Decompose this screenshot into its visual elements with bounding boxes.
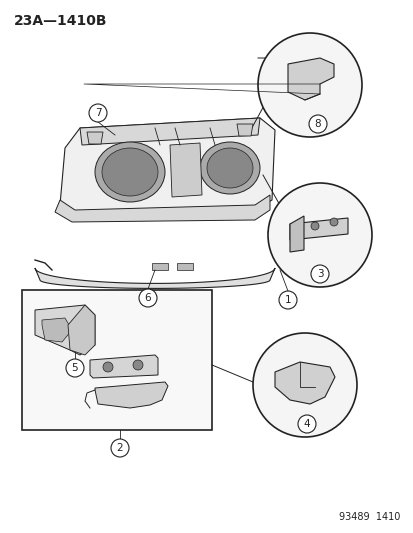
Polygon shape [289,216,303,252]
Text: 2: 2 [116,443,123,453]
Polygon shape [42,318,72,342]
Circle shape [252,333,356,437]
Polygon shape [274,362,334,404]
Circle shape [139,289,157,307]
Bar [152,263,168,270]
Circle shape [133,360,142,370]
Circle shape [111,439,129,457]
Circle shape [310,222,318,230]
Text: 1: 1 [284,295,291,305]
Polygon shape [68,305,95,355]
Polygon shape [60,118,274,215]
Circle shape [103,362,113,372]
Text: 93489  1410: 93489 1410 [338,512,399,522]
Polygon shape [87,132,103,144]
Ellipse shape [199,142,259,194]
Polygon shape [90,355,158,378]
Text: 6: 6 [144,293,151,303]
Polygon shape [236,124,252,136]
Polygon shape [170,143,202,197]
Bar [22,290,211,430]
Polygon shape [95,382,168,408]
Circle shape [89,104,107,122]
Text: 7: 7 [95,108,101,118]
Polygon shape [35,305,95,355]
Text: 3: 3 [316,269,323,279]
Polygon shape [287,58,333,100]
Text: 4: 4 [303,419,310,429]
Text: 23A—1410B: 23A—1410B [14,14,107,28]
Circle shape [267,183,371,287]
Bar [177,263,192,270]
Circle shape [329,218,337,226]
Circle shape [310,265,328,283]
Polygon shape [55,195,269,222]
Polygon shape [80,118,259,145]
Ellipse shape [95,142,165,202]
Text: 8: 8 [314,119,320,129]
Polygon shape [289,218,347,240]
Ellipse shape [102,148,158,196]
Circle shape [66,359,84,377]
Text: 5: 5 [71,363,78,373]
Polygon shape [35,268,274,288]
Circle shape [278,291,296,309]
Circle shape [257,33,361,137]
Circle shape [297,415,315,433]
Circle shape [308,115,326,133]
Ellipse shape [206,148,252,188]
